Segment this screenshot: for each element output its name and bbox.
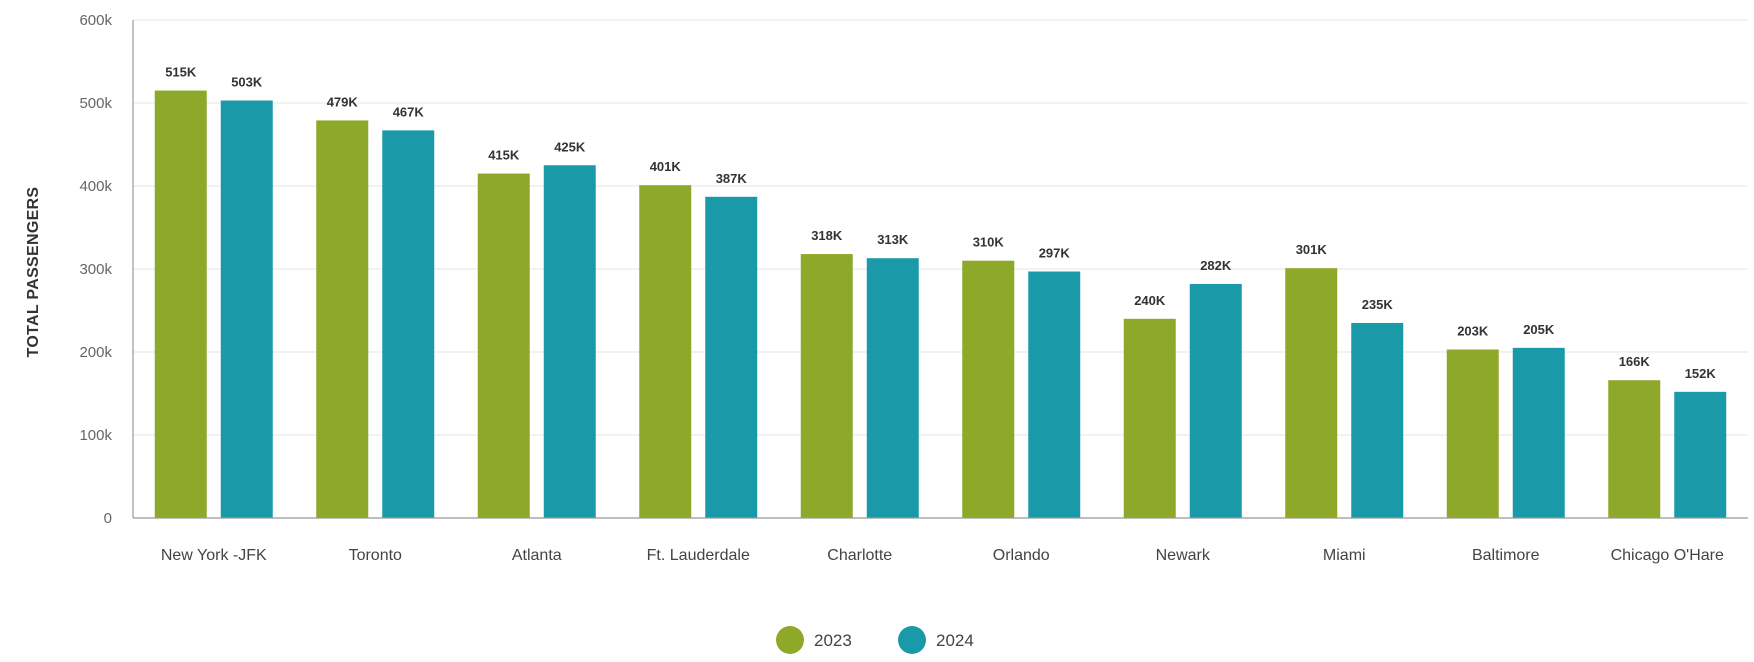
bar-2023 [639, 185, 692, 519]
bar-2024 [220, 100, 273, 518]
bar-2023 [316, 120, 369, 519]
data-label: 282K [1200, 258, 1232, 273]
data-label: 467K [393, 104, 425, 119]
legend[interactable]: 2023 2024 [776, 626, 974, 654]
data-label: 401K [650, 159, 682, 174]
x-category-label: Newark [1156, 547, 1211, 564]
data-label: 313K [877, 232, 909, 247]
x-category-label: Atlanta [512, 547, 562, 564]
data-label: 310K [973, 235, 1005, 250]
data-label: 515K [165, 65, 197, 80]
x-category-label: Chicago O'Hare [1611, 547, 1724, 564]
y-tick-label: 200k [79, 344, 112, 361]
data-label: 301K [1296, 242, 1328, 257]
data-label: 205K [1523, 322, 1555, 337]
bar-2023 [962, 260, 1015, 518]
legend-item-2024[interactable]: 2024 [898, 626, 974, 654]
x-category-label: Orlando [993, 547, 1050, 564]
y-axis-title: TOTAL PASSENGERS [25, 187, 42, 358]
y-tick-label: 0 [104, 510, 112, 527]
legend-item-2023[interactable]: 2023 [776, 626, 852, 654]
bar-2024 [1351, 322, 1404, 518]
data-label: 503K [231, 75, 263, 90]
legend-swatch [776, 626, 804, 654]
bar-2023 [1285, 268, 1338, 518]
bar-2023 [1446, 349, 1499, 518]
y-tick-label: 400k [79, 178, 112, 195]
y-tick-label: 500k [79, 95, 112, 112]
bars [154, 90, 1727, 519]
x-category-label: Miami [1323, 547, 1366, 564]
bar-2023 [800, 254, 853, 518]
data-labels: 515K 503K 479K 467K 415K 425K 401K 387K 318K 313K… [165, 65, 1716, 381]
data-label: 166K [1619, 354, 1651, 369]
bar-2024 [705, 196, 758, 519]
bar-2024 [1028, 271, 1081, 518]
data-label: 235K [1362, 297, 1394, 312]
bar-2023 [1123, 318, 1176, 518]
bar-2023 [1608, 380, 1661, 518]
data-label: 240K [1134, 293, 1166, 308]
data-label: 297K [1039, 245, 1071, 260]
legend-label: 2024 [936, 631, 974, 650]
x-category-label: New York -JFK [161, 547, 267, 564]
data-label: 415K [488, 148, 520, 163]
legend-label: 2023 [814, 631, 852, 650]
data-label: 479K [327, 94, 359, 109]
gridlines [132, 19, 1748, 518]
data-label: 203K [1457, 324, 1489, 339]
data-label: 152K [1685, 366, 1717, 381]
x-category-label: Charlotte [827, 547, 892, 564]
legend-swatch [898, 626, 926, 654]
bar-2023 [154, 90, 207, 519]
bar-2024 [382, 130, 435, 518]
bar-2024 [1674, 391, 1727, 518]
y-tick-label: 300k [79, 261, 112, 278]
bar-2024 [866, 258, 919, 518]
bar-2023 [477, 173, 530, 519]
data-label: 425K [554, 139, 586, 154]
x-category-label: Baltimore [1472, 547, 1540, 564]
y-tick-label: 100k [79, 427, 112, 444]
bar-2024 [543, 165, 596, 518]
bar-2024 [1512, 347, 1565, 518]
x-axis-categories: New York -JFK Toronto Atlanta Ft. Lauderdal… [161, 547, 1724, 564]
y-tick-label: 600k [79, 12, 112, 29]
bar-2024 [1189, 283, 1242, 518]
y-axis-ticks: 0 100k 200k 300k 400k 500k 600k [79, 12, 112, 527]
x-category-label: Toronto [349, 547, 402, 564]
x-category-label: Ft. Lauderdale [647, 547, 750, 564]
data-label: 318K [811, 228, 843, 243]
data-label: 387K [716, 171, 748, 186]
